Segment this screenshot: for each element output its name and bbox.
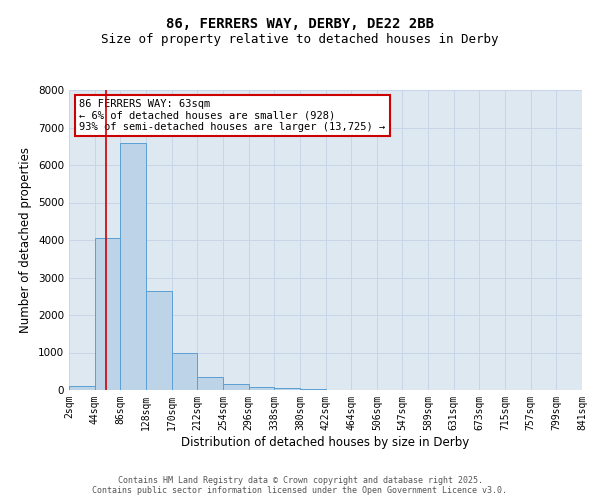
Bar xyxy=(274,388,300,390)
Bar xyxy=(69,386,95,390)
Bar xyxy=(249,387,274,390)
Text: Contains HM Land Registry data © Crown copyright and database right 2025.
Contai: Contains HM Land Registry data © Crown c… xyxy=(92,476,508,495)
X-axis label: Distribution of detached houses by size in Derby: Distribution of detached houses by size … xyxy=(181,436,470,448)
Bar xyxy=(300,389,326,390)
Bar xyxy=(197,377,223,390)
Bar xyxy=(95,238,121,390)
Bar xyxy=(223,384,249,390)
Text: 86 FERRERS WAY: 63sqm
← 6% of detached houses are smaller (928)
93% of semi-deta: 86 FERRERS WAY: 63sqm ← 6% of detached h… xyxy=(79,99,386,132)
Text: Size of property relative to detached houses in Derby: Size of property relative to detached ho… xyxy=(101,32,499,46)
Text: 86, FERRERS WAY, DERBY, DE22 2BB: 86, FERRERS WAY, DERBY, DE22 2BB xyxy=(166,18,434,32)
Y-axis label: Number of detached properties: Number of detached properties xyxy=(19,147,32,333)
Bar xyxy=(146,290,172,390)
Bar xyxy=(121,142,146,390)
Bar xyxy=(172,352,197,390)
